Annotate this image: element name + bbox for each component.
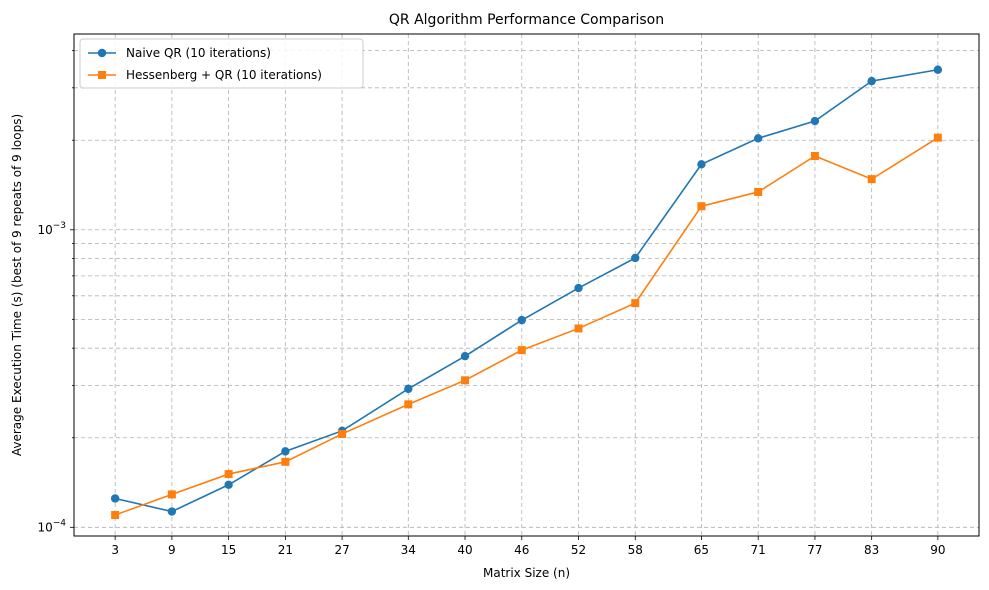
series-1 [110, 65, 943, 516]
data-point [933, 65, 943, 74]
data-point [517, 315, 526, 325]
grid [74, 34, 979, 536]
x-tick-label: 3 [111, 543, 119, 557]
data-point [281, 457, 290, 466]
data-point [461, 376, 470, 385]
data-point [110, 494, 120, 503]
data-point [338, 429, 347, 438]
legend-marker [97, 48, 107, 58]
data-point [404, 384, 413, 394]
x-tick-label: 90 [930, 543, 945, 557]
data-point [224, 470, 233, 479]
series-2 [111, 133, 942, 519]
plot-frame [73, 33, 980, 537]
x-tick-label: 9 [168, 543, 176, 557]
y-tick-label-base: 10 [37, 520, 52, 534]
data-point [697, 160, 706, 169]
data-point [933, 133, 942, 142]
legend-item: Hessenberg + QR (10 iterations) [88, 68, 322, 82]
x-tick-label: 15 [221, 543, 236, 557]
x-tick-label: 83 [864, 543, 879, 557]
data-point [810, 116, 820, 126]
y-tick-label-base: 10 [37, 223, 52, 237]
legend-label: Naive QR (10 iterations) [126, 46, 271, 60]
data-point [810, 152, 819, 161]
data-point [111, 510, 120, 519]
y-axis-label: Average Execution Time (s) (best of 9 re… [10, 114, 24, 456]
x-tick-label: 40 [457, 543, 472, 557]
legend-label: Hessenberg + QR (10 iterations) [126, 68, 322, 82]
data-point [167, 507, 177, 516]
data-point [867, 175, 876, 184]
data-point [574, 283, 583, 293]
legend-item: Naive QR (10 iterations) [88, 46, 271, 60]
legend-box [79, 38, 364, 89]
data-point [754, 187, 763, 196]
y-tick-label-exponent: −4 [53, 518, 67, 528]
series-layer [110, 65, 943, 519]
data-point [697, 202, 706, 211]
legend: Naive QR (10 iterations) Hessenberg + QR … [79, 38, 364, 89]
x-tick-label: 65 [694, 543, 709, 557]
y-tick-label: 10−3 [37, 221, 66, 237]
data-point [753, 134, 763, 143]
data-point [867, 76, 876, 86]
x-axis: 3 9 15 21 27 34 40 46 52 58 65 71 77 83 90 [111, 536, 946, 557]
data-point [517, 346, 526, 355]
data-point [574, 324, 583, 333]
data-point [167, 490, 176, 499]
data-point [224, 480, 233, 489]
x-tick-label: 58 [628, 543, 643, 557]
y-tick-label-exponent: −3 [53, 221, 66, 231]
data-point [631, 299, 640, 308]
x-axis-label: Matrix Size (n) [483, 566, 570, 580]
data-point [631, 253, 640, 263]
x-tick-label: 21 [278, 543, 293, 557]
data-point [404, 400, 413, 409]
x-tick-label: 46 [514, 543, 529, 557]
data-point [281, 447, 290, 456]
legend-marker [98, 71, 106, 79]
chart-title: QR Algorithm Performance Comparison [389, 12, 664, 28]
x-tick-label: 34 [401, 543, 416, 557]
x-tick-label: 52 [571, 543, 586, 557]
x-tick-label: 27 [334, 543, 349, 557]
x-tick-label: 71 [751, 543, 766, 557]
y-tick-label: 10−4 [37, 518, 66, 534]
x-tick-label: 77 [807, 543, 822, 557]
data-point [460, 351, 470, 361]
y-axis: 10−410−3 [37, 50, 74, 534]
